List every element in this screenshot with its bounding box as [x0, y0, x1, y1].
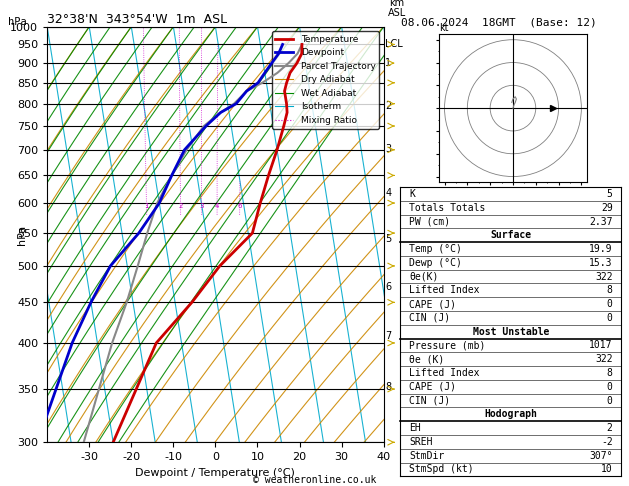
Legend: Temperature, Dewpoint, Parcel Trajectory, Dry Adiabat, Wet Adiabat, Isotherm, Mi: Temperature, Dewpoint, Parcel Trajectory… — [272, 31, 379, 129]
Text: CAPE (J): CAPE (J) — [409, 299, 456, 309]
Text: 0: 0 — [607, 299, 613, 309]
Text: 08.06.2024  18GMT  (Base: 12): 08.06.2024 18GMT (Base: 12) — [401, 17, 597, 27]
Text: 0: 0 — [607, 382, 613, 392]
Text: Lifted Index: Lifted Index — [409, 368, 479, 378]
Text: LCL: LCL — [386, 39, 403, 50]
Text: 0: 0 — [607, 396, 613, 405]
Text: CIN (J): CIN (J) — [409, 313, 450, 323]
Text: kt: kt — [439, 23, 448, 33]
Text: 3: 3 — [199, 203, 204, 209]
X-axis label: Dewpoint / Temperature (°C): Dewpoint / Temperature (°C) — [135, 468, 296, 478]
Text: 29: 29 — [601, 203, 613, 213]
Text: Temp (°C): Temp (°C) — [409, 244, 462, 254]
Text: 4: 4 — [386, 188, 391, 198]
Text: Totals Totals: Totals Totals — [409, 203, 486, 213]
Text: 2: 2 — [386, 101, 392, 111]
Text: 15.3: 15.3 — [589, 258, 613, 268]
Text: Lifted Index: Lifted Index — [409, 285, 479, 295]
Text: 5: 5 — [386, 234, 392, 244]
Text: 0: 0 — [607, 313, 613, 323]
Text: 307°: 307° — [589, 451, 613, 461]
Text: 8: 8 — [386, 382, 391, 392]
Text: 7: 7 — [386, 331, 392, 341]
Text: -2: -2 — [601, 437, 613, 447]
Text: 1: 1 — [144, 203, 149, 209]
Text: Pressure (mb): Pressure (mb) — [409, 341, 486, 350]
Text: K: K — [409, 189, 415, 199]
Text: hPa: hPa — [8, 17, 27, 27]
Text: 19.9: 19.9 — [589, 244, 613, 254]
Text: km
ASL: km ASL — [388, 0, 406, 18]
Text: Surface: Surface — [490, 230, 532, 240]
Text: 2: 2 — [179, 203, 183, 209]
Text: 8: 8 — [607, 285, 613, 295]
Text: 5: 5 — [607, 189, 613, 199]
Text: 8: 8 — [607, 368, 613, 378]
Text: 3: 3 — [386, 144, 391, 155]
Text: hPa: hPa — [17, 225, 27, 244]
Text: Most Unstable: Most Unstable — [472, 327, 549, 337]
Text: © weatheronline.co.uk: © weatheronline.co.uk — [253, 475, 376, 485]
Text: 4: 4 — [215, 203, 220, 209]
Text: Dewp (°C): Dewp (°C) — [409, 258, 462, 268]
Text: PW (cm): PW (cm) — [409, 217, 450, 226]
Text: SREH: SREH — [409, 437, 432, 447]
Text: 322: 322 — [595, 354, 613, 364]
Text: StmDir: StmDir — [409, 451, 444, 461]
Text: CIN (J): CIN (J) — [409, 396, 450, 405]
Text: Mixing Ratio (g/kg): Mixing Ratio (g/kg) — [413, 191, 422, 278]
Text: θe (K): θe (K) — [409, 354, 444, 364]
Text: 6: 6 — [386, 282, 391, 292]
Text: 1017: 1017 — [589, 341, 613, 350]
Text: 6: 6 — [237, 203, 242, 209]
Text: 2: 2 — [607, 423, 613, 433]
Text: CAPE (J): CAPE (J) — [409, 382, 456, 392]
Text: 10: 10 — [601, 465, 613, 474]
Text: 2.37: 2.37 — [589, 217, 613, 226]
Text: StmSpd (kt): StmSpd (kt) — [409, 465, 474, 474]
Text: 1: 1 — [386, 58, 391, 69]
Text: Hodograph: Hodograph — [484, 409, 537, 419]
Text: 322: 322 — [595, 272, 613, 281]
Text: 32°38'N  343°54'W  1m  ASL: 32°38'N 343°54'W 1m ASL — [47, 13, 227, 26]
Text: EH: EH — [409, 423, 421, 433]
Text: θe(K): θe(K) — [409, 272, 438, 281]
